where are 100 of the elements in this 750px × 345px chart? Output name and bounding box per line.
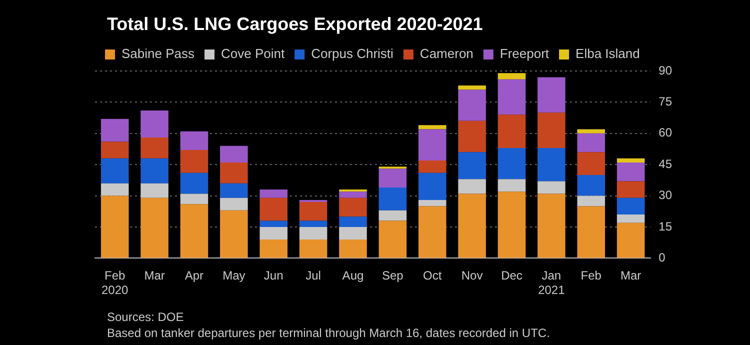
x-tick-label: Jun bbox=[264, 268, 284, 283]
bar bbox=[577, 133, 606, 152]
bar bbox=[577, 206, 606, 258]
bar bbox=[339, 216, 367, 227]
bar bbox=[616, 222, 645, 258]
source-note: Sources: DOE bbox=[107, 309, 185, 325]
bar bbox=[378, 187, 407, 210]
bar bbox=[616, 181, 645, 198]
legend-label: Sabine Pass bbox=[122, 46, 195, 62]
bar bbox=[260, 239, 288, 258]
bar bbox=[339, 198, 367, 217]
x-tick-label: Dec bbox=[501, 268, 522, 283]
legend-label: Elba Island bbox=[576, 46, 640, 62]
y-tick-label: 60 bbox=[658, 126, 672, 140]
bar bbox=[418, 200, 446, 206]
bar bbox=[339, 227, 367, 240]
bar bbox=[498, 148, 526, 180]
x-tick-label: Feb bbox=[580, 268, 602, 283]
x-tick-label: Jul bbox=[306, 268, 321, 283]
y-tick-label: 0 bbox=[658, 250, 666, 265]
bar bbox=[577, 196, 606, 206]
bar bbox=[458, 179, 486, 194]
chart-title: Total U.S. LNG Cargoes Exported 2020-2021 bbox=[107, 14, 483, 35]
bar bbox=[180, 150, 208, 173]
y-tick-label: 15 bbox=[658, 219, 672, 234]
bar bbox=[616, 158, 645, 163]
x-tick-label: Apr bbox=[184, 268, 204, 283]
y-tick-label: 45 bbox=[658, 156, 672, 171]
bar bbox=[577, 175, 606, 196]
bar bbox=[180, 194, 208, 204]
bar bbox=[100, 158, 129, 184]
bar bbox=[577, 129, 606, 134]
bar bbox=[260, 220, 288, 227]
bar bbox=[418, 206, 446, 258]
bar bbox=[378, 210, 407, 221]
bar bbox=[100, 142, 129, 158]
bar bbox=[458, 86, 486, 90]
y-tick-label: 75 bbox=[658, 94, 672, 109]
bar bbox=[100, 196, 129, 258]
x-tick-label: Oct bbox=[423, 268, 442, 283]
x-tick-label: Aug bbox=[342, 268, 364, 283]
bar bbox=[378, 220, 407, 258]
bar bbox=[220, 146, 248, 163]
bar bbox=[220, 162, 248, 184]
bar bbox=[458, 120, 486, 152]
x-tick-label: May bbox=[222, 268, 246, 283]
bar bbox=[458, 90, 486, 121]
bar bbox=[538, 181, 566, 194]
bar bbox=[299, 200, 328, 202]
bar bbox=[140, 198, 168, 258]
bar bbox=[180, 172, 208, 194]
bar bbox=[498, 179, 526, 192]
legend-label: Cove Point bbox=[220, 46, 285, 62]
x-tick-label: Feb 2020 bbox=[101, 268, 129, 298]
legend-label: Corpus Christi bbox=[311, 46, 394, 62]
x-tick-label: Sep bbox=[382, 268, 404, 283]
bar bbox=[299, 220, 328, 227]
x-tick-label: Nov bbox=[461, 268, 483, 283]
y-tick-label: 90 bbox=[658, 63, 672, 78]
x-tick-label: Mar bbox=[620, 268, 642, 283]
bar bbox=[339, 192, 367, 198]
x-tick-label: Mar bbox=[144, 268, 165, 283]
bar bbox=[339, 239, 367, 258]
legend-label: Freeport bbox=[500, 46, 550, 62]
bar bbox=[418, 125, 446, 130]
bar bbox=[577, 152, 606, 175]
text: Based on tanker departures per terminal through March 16, dates recorded in UTC. bbox=[107, 325, 550, 341]
y-tick-label: 30 bbox=[658, 188, 672, 202]
bar bbox=[538, 77, 566, 113]
bar bbox=[100, 183, 129, 196]
bar bbox=[498, 79, 526, 115]
bar bbox=[220, 210, 248, 258]
bar bbox=[260, 198, 288, 221]
bar bbox=[538, 112, 566, 148]
bar bbox=[220, 183, 248, 198]
bar bbox=[180, 131, 208, 150]
bar bbox=[299, 239, 328, 258]
bar bbox=[100, 118, 129, 142]
bar bbox=[140, 183, 168, 198]
bar bbox=[616, 198, 645, 215]
bar bbox=[616, 162, 645, 182]
bar bbox=[498, 192, 526, 258]
bar bbox=[140, 110, 168, 138]
bar bbox=[260, 227, 288, 240]
bar bbox=[260, 190, 288, 198]
x-tick-label: Jan 2021 bbox=[538, 268, 566, 298]
bar bbox=[616, 214, 645, 223]
bar bbox=[140, 158, 168, 184]
legend-label: Cameron bbox=[420, 46, 474, 62]
bar bbox=[418, 129, 446, 160]
bar bbox=[299, 202, 328, 221]
bar bbox=[299, 227, 328, 240]
bar bbox=[180, 204, 208, 258]
bar bbox=[538, 194, 566, 258]
bar bbox=[418, 160, 446, 173]
bar bbox=[498, 73, 526, 80]
bar bbox=[220, 198, 248, 210]
bar bbox=[498, 114, 526, 148]
bar bbox=[458, 194, 486, 258]
bar bbox=[378, 168, 407, 188]
